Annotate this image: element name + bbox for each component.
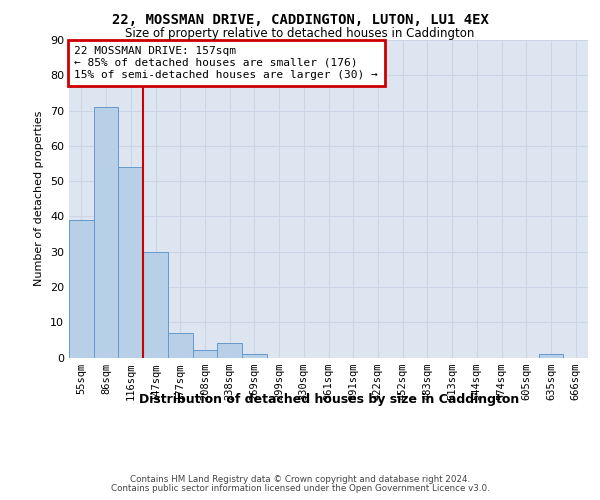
Text: Contains HM Land Registry data © Crown copyright and database right 2024.: Contains HM Land Registry data © Crown c…: [130, 475, 470, 484]
Text: Size of property relative to detached houses in Caddington: Size of property relative to detached ho…: [125, 28, 475, 40]
Bar: [217, 344, 242, 357]
Bar: [143, 252, 168, 358]
Bar: [94, 107, 118, 358]
Bar: [168, 333, 193, 357]
Bar: [193, 350, 217, 358]
Text: 22, MOSSMAN DRIVE, CADDINGTON, LUTON, LU1 4EX: 22, MOSSMAN DRIVE, CADDINGTON, LUTON, LU…: [112, 12, 488, 26]
Bar: [242, 354, 267, 358]
Text: Contains public sector information licensed under the Open Government Licence v3: Contains public sector information licen…: [110, 484, 490, 493]
Bar: [69, 220, 94, 358]
Text: Distribution of detached houses by size in Caddington: Distribution of detached houses by size …: [139, 392, 519, 406]
Text: 22 MOSSMAN DRIVE: 157sqm
← 85% of detached houses are smaller (176)
15% of semi-: 22 MOSSMAN DRIVE: 157sqm ← 85% of detach…: [74, 46, 378, 80]
Bar: [539, 354, 563, 358]
Y-axis label: Number of detached properties: Number of detached properties: [34, 111, 44, 286]
Bar: [118, 167, 143, 358]
